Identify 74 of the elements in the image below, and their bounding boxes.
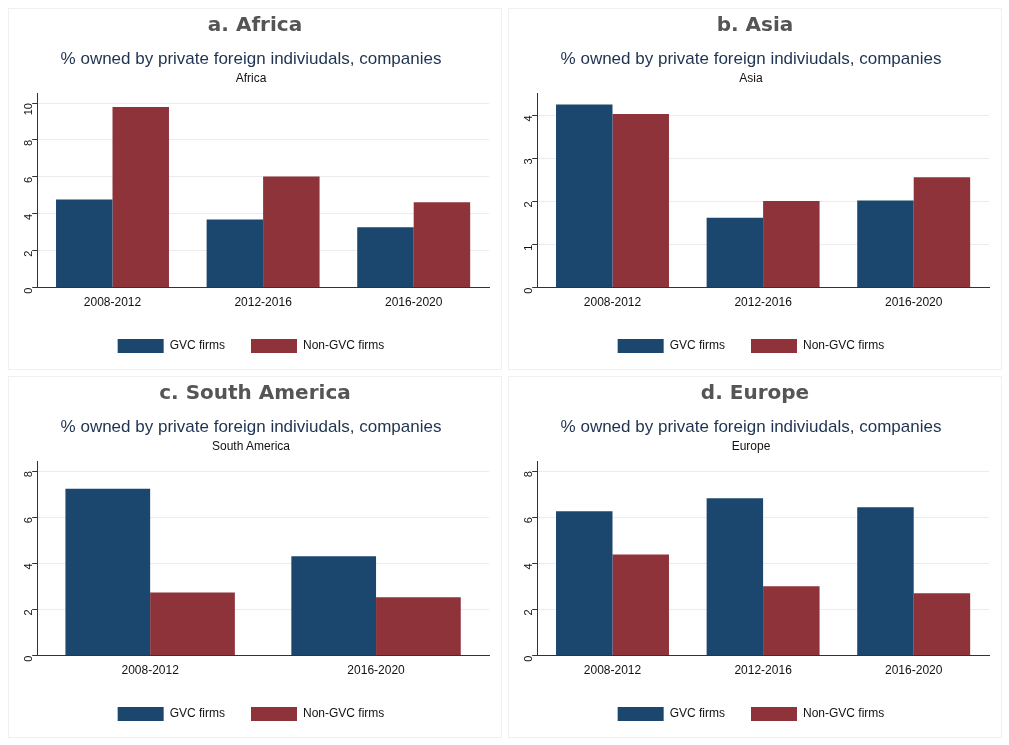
bar	[150, 592, 235, 656]
x-tick-label: 2008-2012	[583, 663, 642, 678]
chart-title: d. Europe	[699, 379, 811, 406]
y-tick-label: 0	[522, 655, 535, 662]
bar	[376, 597, 461, 656]
y-tick-label: 10	[22, 103, 35, 116]
y-tick-label: 6	[22, 176, 35, 183]
x-tick-label: 2012-2016	[234, 295, 293, 310]
bar	[706, 498, 764, 656]
bar	[706, 217, 764, 288]
y-tick-label: 0	[22, 287, 35, 294]
x-tick-label: 2008-2012	[121, 663, 180, 678]
legend-label: GVC firms	[669, 338, 726, 353]
x-tick-label: 2008-2012	[83, 295, 142, 310]
bar	[612, 114, 669, 288]
y-tick-label: 4	[522, 115, 535, 122]
legend-label: Non-GVC firms	[303, 338, 385, 353]
y-tick-label: 4	[522, 563, 535, 570]
bar	[913, 593, 971, 656]
legend-label: Non-GVC firms	[303, 706, 385, 721]
x-tick-label: 2016-2020	[885, 295, 943, 310]
text: Africa	[235, 70, 267, 85]
y-tick-label: 0	[522, 287, 535, 294]
bar	[206, 219, 264, 288]
chart-subtitle: % owned by private foreign indiviudals, companies	[60, 416, 442, 436]
y-tick-label: 6	[22, 517, 35, 524]
text: Asia	[739, 70, 763, 85]
x-tick-label: 2016-2020	[885, 663, 943, 678]
bar	[56, 199, 113, 288]
bar	[763, 201, 820, 288]
bar	[857, 507, 914, 656]
bar	[556, 511, 613, 656]
legend-label: GVC firms	[169, 338, 226, 353]
bar	[357, 227, 414, 288]
chart-title: c. South America	[158, 379, 352, 406]
x-tick-label: 2008-2012	[583, 295, 642, 310]
legend-label: GVC firms	[669, 706, 726, 721]
bar	[291, 556, 377, 656]
y-tick-label: 2	[522, 201, 535, 208]
y-tick-label: 4	[22, 563, 35, 570]
bar	[913, 177, 971, 288]
x-tick-label: 2012-2016	[734, 295, 793, 310]
chart-subtitle: % owned by private foreign indiviudals, companies	[560, 416, 942, 436]
chart-subtitle: % owned by private foreign indiviudals, companies	[560, 48, 942, 68]
bar	[413, 202, 471, 288]
chart-subtitle: % owned by private foreign indiviudals, companies	[60, 48, 442, 68]
x-tick-label: 2012-2016	[734, 663, 793, 678]
y-tick-label: 8	[22, 139, 35, 147]
y-tick-label: 0	[22, 655, 35, 662]
legend-label: Non-GVC firms	[803, 706, 885, 721]
bar	[263, 176, 320, 288]
y-tick-label: 2	[522, 609, 535, 616]
y-tick-label: 6	[522, 517, 535, 524]
chart-title: a. Africa	[206, 11, 304, 38]
y-tick-label: 4	[22, 213, 35, 220]
bar	[112, 106, 169, 288]
y-tick-label: 2	[22, 250, 35, 257]
x-tick-label: 2016-2020	[347, 663, 406, 678]
bar	[612, 554, 669, 656]
legend-label: Non-GVC firms	[803, 338, 885, 353]
x-tick-label: 2016-2020	[385, 295, 443, 310]
text: Europe	[731, 438, 771, 453]
legend-label: GVC firms	[169, 706, 226, 721]
y-tick-label: 8	[522, 471, 535, 478]
bar	[763, 586, 820, 656]
bar	[65, 488, 151, 656]
bar	[556, 104, 613, 288]
chart-title: b. Asia	[715, 11, 795, 38]
text: South America	[211, 438, 291, 453]
y-tick-label: 8	[22, 471, 35, 478]
bar	[857, 200, 914, 288]
y-tick-label: 1	[522, 244, 535, 251]
y-tick-label: 3	[522, 158, 535, 165]
y-tick-label: 2	[22, 609, 35, 616]
